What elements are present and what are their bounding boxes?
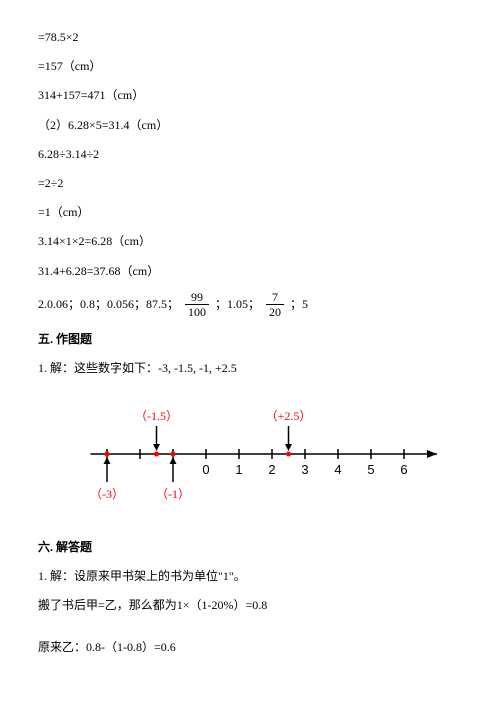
solve-line: 原来乙：0.8-（1-0.8）=0.6	[38, 638, 462, 657]
svg-text:（-1.5）: （-1.5）	[135, 409, 178, 423]
calc-line: =2÷2	[38, 174, 462, 193]
svg-text:2: 2	[268, 462, 275, 477]
svg-text:（+2.5）: （+2.5）	[266, 409, 312, 423]
fraction: 7 20	[266, 291, 284, 318]
number-line-diagram: 0 1 2 3 4 5 6 （-1.5） （+2.5） （-3） （-1）	[66, 394, 462, 514]
answer-tail: ；5	[290, 295, 308, 314]
svg-text:3: 3	[301, 462, 308, 477]
svg-text:4: 4	[334, 462, 341, 477]
svg-text:（-1）: （-1）	[156, 487, 190, 501]
svg-text:0: 0	[202, 462, 209, 477]
solve-line: 1. 解：设原来甲书架上的书为单位"1"。	[38, 567, 462, 586]
svg-text:1: 1	[235, 462, 242, 477]
section-heading-5: 五. 作图题	[38, 330, 462, 349]
plot-intro: 1. 解：这些数字如下：-3, -1.5, -1, +2.5	[38, 359, 462, 378]
section-heading-6: 六. 解答题	[38, 538, 462, 557]
calc-line: 3.14×1×2=6.28（cm）	[38, 232, 462, 251]
calc-line: =78.5×2	[38, 28, 462, 47]
solve-line: 搬了书后甲=乙，那么都为1×（1-20%）=0.8	[38, 596, 462, 615]
calc-line: （2）6.28×5=31.4（cm）	[38, 116, 462, 135]
calc-line: =157（cm）	[38, 57, 462, 76]
fraction-denominator: 100	[185, 305, 209, 318]
answer-row: 2.0.06；0.8；0.056；87.5； 99 100 ；1.05； 7 2…	[38, 291, 462, 318]
calc-line: =1（cm）	[38, 203, 462, 222]
answer-mid: ；1.05；	[215, 295, 260, 314]
answer-prefix: 2.0.06；0.8；0.056；87.5；	[38, 295, 179, 314]
fraction-denominator: 20	[266, 305, 284, 318]
svg-text:5: 5	[367, 462, 374, 477]
calc-line: 31.4+6.28=37.68（cm）	[38, 262, 462, 281]
svg-text:（-3）: （-3）	[90, 487, 124, 501]
calc-line: 6.28÷3.14÷2	[38, 145, 462, 164]
fraction-numerator: 7	[266, 291, 284, 305]
fraction: 99 100	[185, 291, 209, 318]
calc-line: 314+157=471（cm）	[38, 86, 462, 105]
svg-text:6: 6	[400, 462, 407, 477]
fraction-numerator: 99	[185, 291, 209, 305]
